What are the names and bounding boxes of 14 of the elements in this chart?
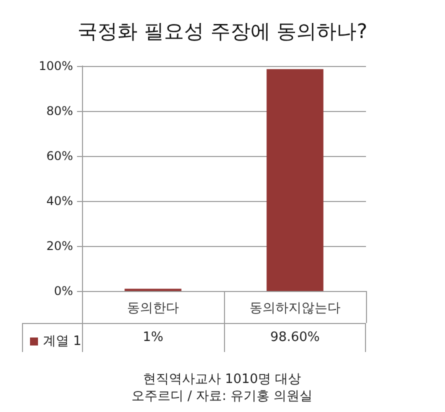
y-tick-label: 20% — [46, 239, 73, 253]
text: 현직역사교사 1010명 대상 — [142, 371, 302, 388]
x-tick-label: 동의하지않는다 — [250, 301, 340, 316]
y-tick-label: 80% — [46, 104, 73, 118]
y-tick-label: 60% — [46, 149, 73, 163]
x-tick-label: 동의한다 — [127, 301, 179, 316]
chart-title: 국정화 필요성 주장에 동의하나? — [78, 19, 368, 43]
data-label: 98.60% — [270, 330, 320, 345]
legend-label: 계열 1 — [43, 334, 82, 349]
y-tick-label: 40% — [46, 194, 73, 208]
y-tick-label: 100% — [38, 59, 73, 73]
data-label: 1% — [142, 330, 164, 345]
text: 오주르디 / 자료: 유기홍 의원실 — [131, 388, 313, 405]
y-tick-label: 0% — [54, 284, 73, 298]
